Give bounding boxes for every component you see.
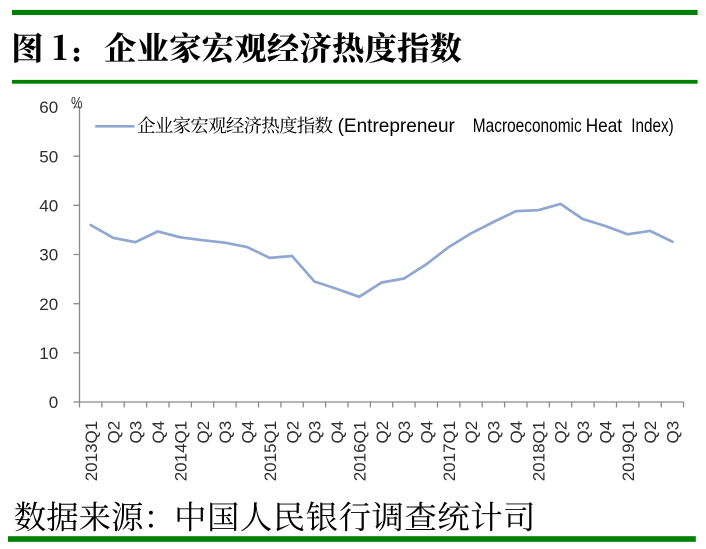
svg-text:Q2: Q2 — [194, 421, 213, 444]
svg-text:%: % — [71, 95, 83, 113]
svg-text:2013Q1: 2013Q1 — [82, 421, 101, 482]
svg-text:Q2: Q2 — [552, 421, 571, 444]
svg-text:Q4: Q4 — [418, 421, 437, 444]
svg-text:Q3: Q3 — [395, 421, 414, 444]
svg-text:60: 60 — [39, 98, 58, 117]
svg-text:Q2: Q2 — [283, 421, 302, 444]
svg-text:(Entrepreneur: (Entrepreneur — [338, 115, 456, 137]
svg-text:Q2: Q2 — [373, 421, 392, 444]
svg-text:0: 0 — [49, 393, 58, 412]
svg-text:40: 40 — [39, 197, 58, 216]
svg-text:Heat: Heat — [586, 115, 623, 137]
svg-text:Q4: Q4 — [328, 421, 347, 444]
svg-text:Q4: Q4 — [149, 421, 168, 444]
svg-text:Macroeconomic: Macroeconomic — [473, 115, 582, 137]
svg-text:Q4: Q4 — [597, 421, 616, 444]
svg-text:Index): Index) — [631, 115, 673, 137]
svg-text:Q3: Q3 — [485, 421, 504, 444]
svg-text:Q3: Q3 — [664, 421, 683, 444]
svg-text:Q3: Q3 — [127, 421, 146, 444]
svg-text:2019Q1: 2019Q1 — [619, 421, 638, 482]
svg-text:Q3: Q3 — [306, 421, 325, 444]
svg-text:Q4: Q4 — [239, 421, 258, 444]
svg-text:30: 30 — [39, 246, 58, 265]
svg-text:Q3: Q3 — [574, 421, 593, 444]
svg-text:2014Q1: 2014Q1 — [171, 421, 190, 482]
svg-text:2015Q1: 2015Q1 — [261, 421, 280, 482]
svg-text:2016Q1: 2016Q1 — [350, 421, 369, 482]
svg-text:50: 50 — [39, 147, 58, 166]
svg-text:Q2: Q2 — [104, 421, 123, 444]
svg-text:Q2: Q2 — [462, 421, 481, 444]
svg-text:20: 20 — [39, 295, 58, 314]
svg-text:Q2: Q2 — [641, 421, 660, 444]
svg-text:2018Q1: 2018Q1 — [529, 421, 548, 482]
svg-text:Q3: Q3 — [216, 421, 235, 444]
svg-text:2017Q1: 2017Q1 — [440, 421, 459, 482]
svg-text:Q4: Q4 — [507, 421, 526, 444]
svg-text:10: 10 — [39, 344, 58, 363]
